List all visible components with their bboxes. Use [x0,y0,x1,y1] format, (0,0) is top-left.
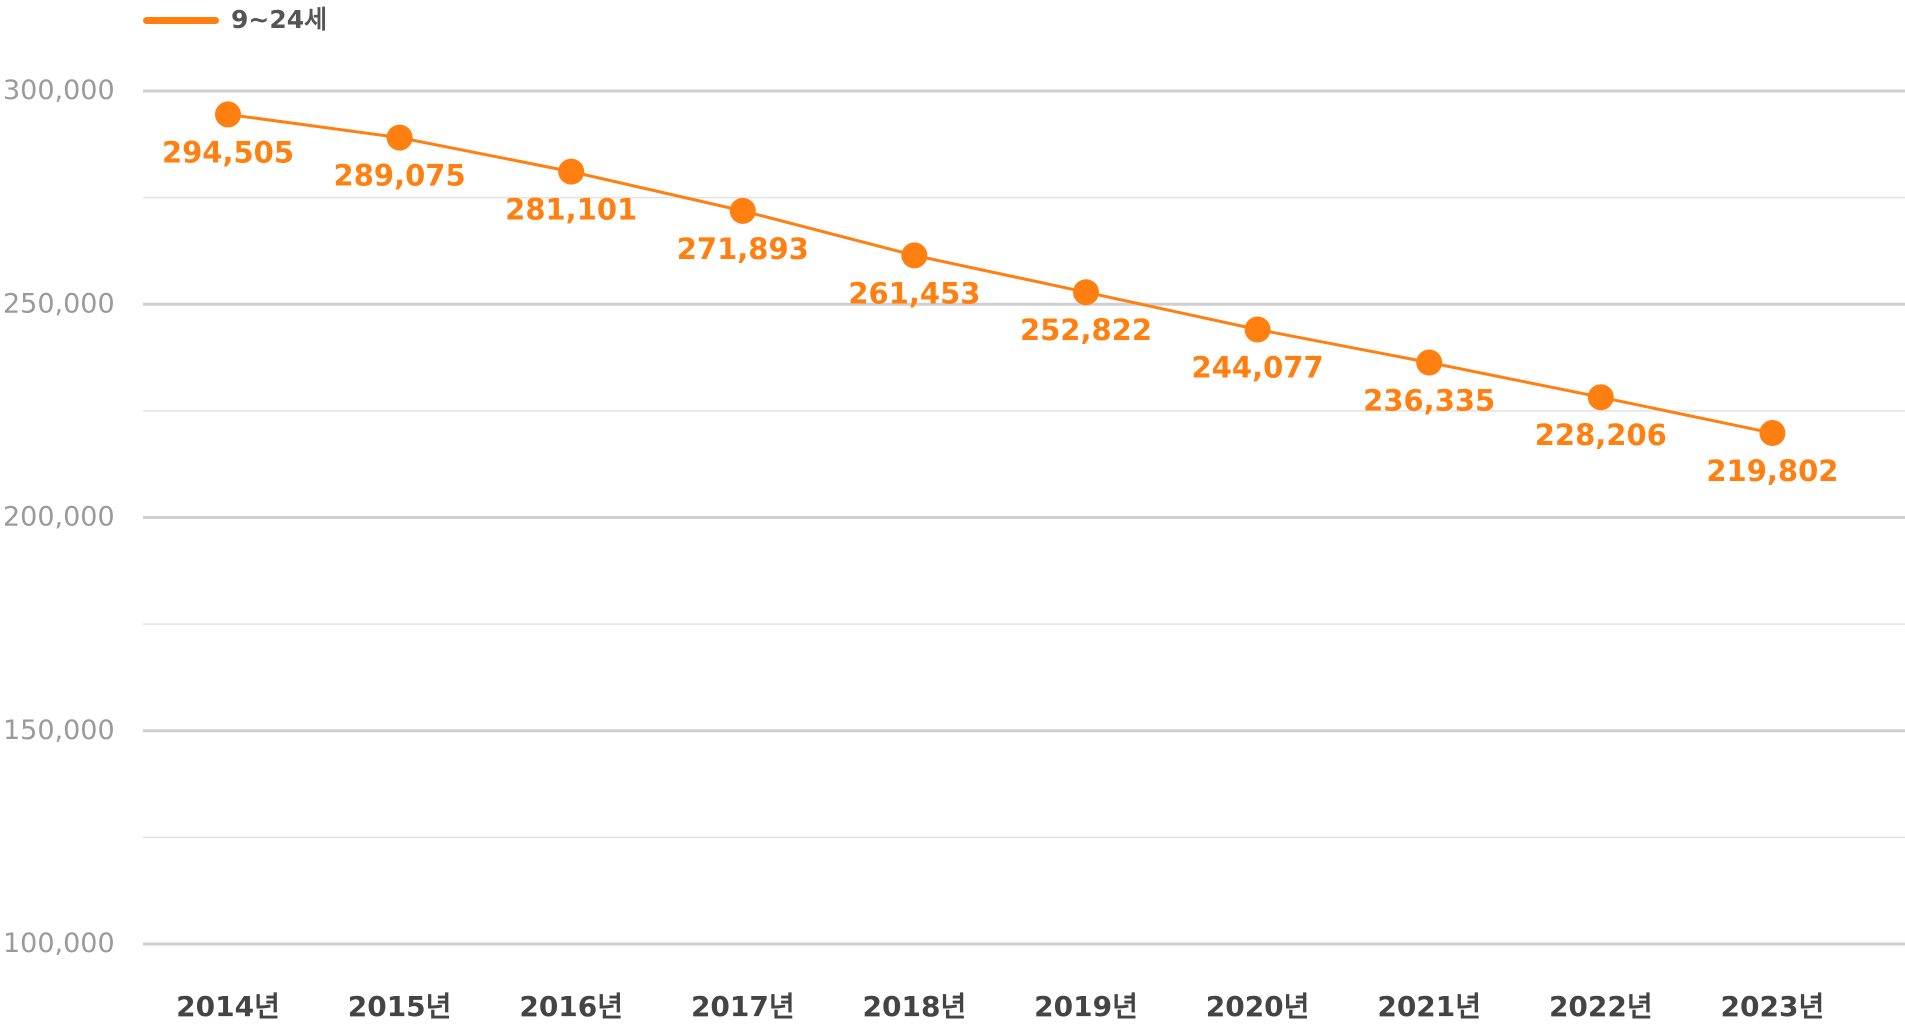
data-label: 289,075 [334,159,466,193]
data-point [215,101,241,128]
legend-swatch [143,16,219,24]
data-point [558,158,585,185]
data-label: 252,822 [1020,313,1152,347]
y-tick-label: 200,000 [3,502,115,533]
x-tick-label: 2020년 [1206,990,1310,1023]
grid [143,89,1905,946]
data-label: 244,077 [1192,351,1324,385]
data-point [901,242,928,269]
data-label: 219,802 [1706,454,1838,488]
data-label: 271,893 [677,232,809,266]
y-tick-label: 300,000 [3,75,115,106]
y-tick-label: 100,000 [3,928,115,959]
x-axis-ticks: 2014년 2015년 2016년 2017년 2018년 2019년 2020년 2021년… [176,990,1824,1023]
data-label: 228,206 [1535,418,1667,452]
data-point [1759,420,1786,447]
y-axis-ticks: 100,000 150,000 200,000 250,000 300,000 [3,75,115,959]
data-point [1073,279,1099,306]
data-label: 294,505 [162,135,294,169]
series-line [227,112,1773,435]
data-label: 281,101 [505,193,637,227]
y-tick-label: 250,000 [3,288,115,319]
x-tick-label: 2021년 [1377,990,1481,1023]
data-point [1244,316,1271,343]
series-layer: 294,505 289,075 281,101 271,893 261,453 252,8… [162,101,1838,488]
y-tick-label: 150,000 [3,715,115,746]
legend: 9~24세 [143,2,327,38]
data-label: 261,453 [848,276,980,310]
data-point [1587,384,1614,411]
data-point [1416,349,1443,376]
x-tick-label: 2017년 [691,990,795,1023]
x-tick-label: 2014년 [176,990,280,1023]
data-label: 236,335 [1363,384,1495,418]
x-tick-label: 2016년 [519,990,623,1023]
legend-label: 9~24세 [231,5,328,34]
x-tick-label: 2015년 [348,990,452,1023]
x-tick-label: 2023년 [1721,990,1825,1023]
data-point [386,124,413,151]
x-tick-label: 2019년 [1034,990,1138,1023]
x-tick-label: 2022년 [1549,990,1653,1023]
data-point [729,197,756,224]
x-tick-label: 2018년 [863,990,967,1023]
